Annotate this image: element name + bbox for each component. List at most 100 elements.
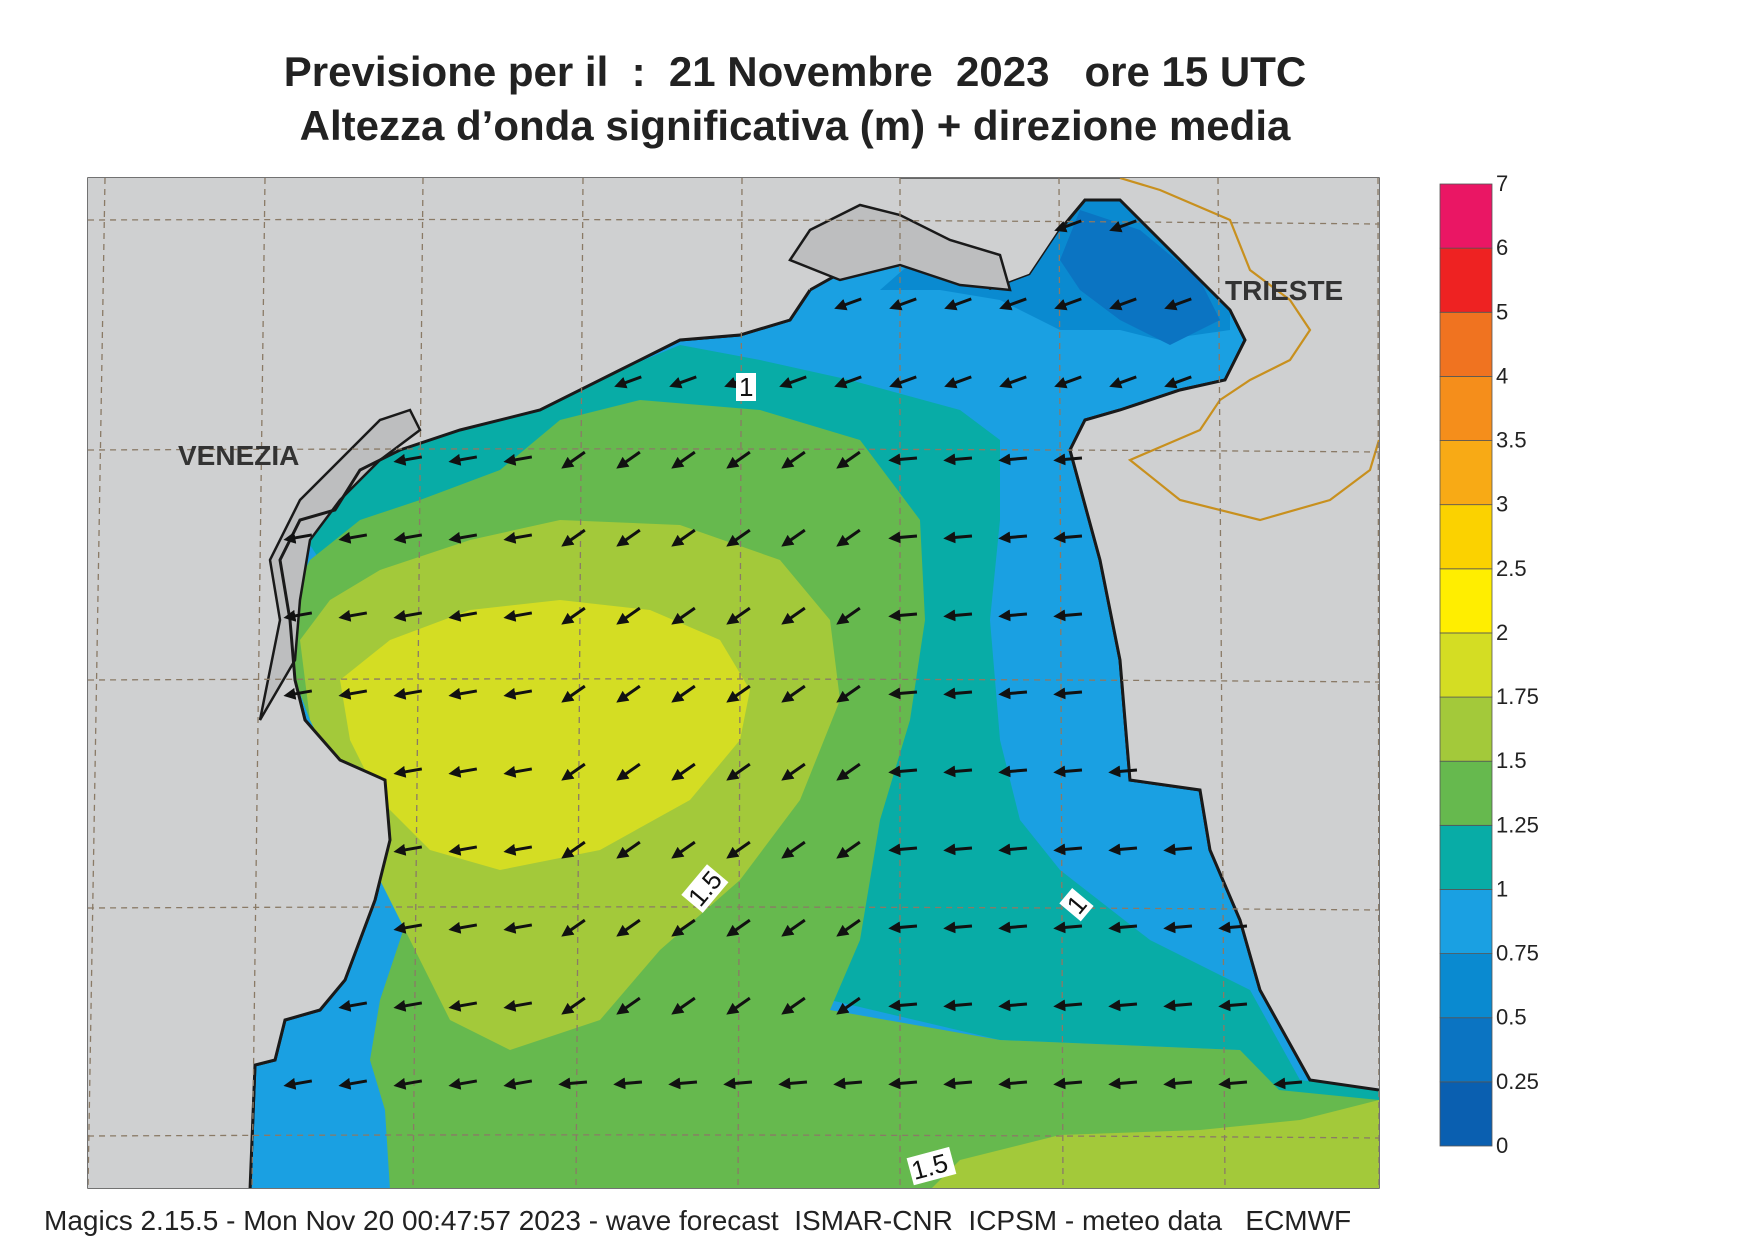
wave-direction-arrow <box>448 453 478 466</box>
wave-direction-arrow <box>943 1077 973 1090</box>
wave-direction-arrow <box>613 1077 643 1090</box>
wave-direction-arrow <box>671 450 696 469</box>
wave-direction-arrow <box>393 765 423 778</box>
wave-direction-arrow <box>671 996 696 1015</box>
colorbar-tick-label: 1.5 <box>1496 748 1527 773</box>
wave-direction-arrow <box>671 684 696 703</box>
colorbar-swatch <box>1439 953 1493 1019</box>
colorbar-tick-label: 1 <box>1496 876 1508 901</box>
wave-direction-arrow <box>561 684 586 703</box>
colorbar-swatch <box>1439 889 1493 955</box>
wave-direction-arrow <box>889 375 917 389</box>
wave-direction-arrow <box>1108 921 1138 934</box>
wave-direction-arrow <box>503 453 533 466</box>
colorbar-swatch <box>1439 824 1493 890</box>
wave-direction-arrow <box>781 996 806 1015</box>
wave-direction-arrow <box>561 918 586 937</box>
wave-direction-arrow <box>393 453 423 466</box>
colorbar-tick-label: 4 <box>1496 363 1508 388</box>
wave-direction-arrow <box>503 999 533 1012</box>
wave-direction-arrow <box>616 918 641 937</box>
wave-direction-arrow <box>1053 921 1083 934</box>
contour-label-1.5-south: 1.5 <box>906 1146 957 1186</box>
wave-direction-arrow <box>503 531 533 544</box>
land-lagoon-islands <box>258 408 422 721</box>
wave-direction-arrow <box>561 450 586 469</box>
wave-direction-arrow <box>726 762 751 781</box>
title-line-1: Previsione per il : 21 Novembre 2023 ore… <box>283 48 1307 95</box>
wave-direction-arrow <box>283 609 313 622</box>
wave-direction-arrow <box>726 840 751 859</box>
wave-direction-arrow <box>836 918 861 937</box>
direction-arrows <box>283 219 1303 1090</box>
band-1.5-south <box>932 1100 1379 1188</box>
wave-direction-arrow <box>888 843 918 856</box>
colorbar: 0 0.25 0.5 0.75 1 1.25 1.5 1.75 2 2.5 3 3.5 4 5 6 7 <box>1439 171 1539 1158</box>
wave-direction-arrow <box>1218 1077 1248 1090</box>
wave-direction-arrow <box>393 999 423 1012</box>
graticule <box>88 178 1379 1188</box>
wave-direction-arrow <box>393 609 423 622</box>
wave-direction-arrow <box>1109 297 1137 311</box>
title-line-2: Altezza d’onda significativa (m) + direz… <box>299 102 1291 149</box>
wave-direction-arrow <box>998 453 1028 466</box>
wave-direction-arrow <box>999 375 1027 389</box>
wave-direction-arrow <box>616 996 641 1015</box>
wave-direction-arrow <box>558 1077 588 1090</box>
city-label-trieste: TRIESTE <box>1225 275 1343 306</box>
wave-direction-arrow <box>503 843 533 856</box>
wave-direction-arrow <box>393 843 423 856</box>
wave-direction-arrow <box>726 528 751 547</box>
footer-credits: Magics 2.15.5 - Mon Nov 20 00:47:57 2023… <box>44 1205 1352 1236</box>
wave-direction-arrow <box>778 1077 808 1090</box>
wave-direction-arrow <box>726 996 751 1015</box>
colorbar-swatch <box>1439 504 1493 570</box>
wave-direction-arrow <box>944 297 972 311</box>
band-1.75 <box>340 600 750 870</box>
wave-direction-arrow <box>1053 843 1083 856</box>
wave-direction-arrow <box>998 531 1028 544</box>
wave-direction-arrow <box>616 762 641 781</box>
wave-direction-arrow <box>448 687 478 700</box>
wave-direction-arrow <box>561 762 586 781</box>
wave-direction-arrow <box>998 765 1028 778</box>
wave-direction-arrow <box>393 1077 423 1090</box>
wave-direction-arrow <box>503 765 533 778</box>
wave-direction-arrow <box>1108 765 1138 778</box>
wave-direction-arrow <box>943 999 973 1012</box>
wave-direction-arrow <box>1109 375 1137 389</box>
wave-direction-arrow <box>998 843 1028 856</box>
wave-direction-arrow <box>448 1077 478 1090</box>
wave-direction-arrow <box>836 606 861 625</box>
wave-direction-arrow <box>726 606 751 625</box>
wave-direction-arrow <box>1054 219 1082 233</box>
wave-direction-arrow <box>1054 375 1082 389</box>
wave-direction-arrow <box>671 918 696 937</box>
colorbar-tick-label: 1.75 <box>1496 684 1539 709</box>
wave-direction-arrow <box>671 840 696 859</box>
wave-direction-arrow <box>561 996 586 1015</box>
wave-direction-arrow <box>1218 999 1248 1012</box>
wave-direction-arrow <box>834 297 862 311</box>
wave-direction-arrow <box>998 687 1028 700</box>
wave-direction-arrow <box>1108 999 1138 1012</box>
wave-direction-arrow <box>836 684 861 703</box>
colorbar-swatch <box>1439 375 1493 441</box>
band-1 <box>300 345 1379 1150</box>
border-line <box>1119 178 1379 522</box>
wave-direction-arrow <box>1108 1077 1138 1090</box>
colorbar-tick-label: 6 <box>1496 235 1508 260</box>
wave-direction-arrow <box>1163 999 1193 1012</box>
wave-direction-arrow <box>888 609 918 622</box>
wave-direction-arrow <box>448 843 478 856</box>
wave-direction-arrow <box>393 687 423 700</box>
wave-direction-arrow <box>669 375 697 389</box>
wave-direction-arrow <box>338 609 368 622</box>
wave-direction-arrow <box>1273 1077 1303 1090</box>
wave-direction-arrow <box>888 921 918 934</box>
wave-direction-arrow <box>448 531 478 544</box>
wave-direction-arrow <box>1053 609 1083 622</box>
wave-direction-arrow <box>836 528 861 547</box>
colorbar-swatch <box>1439 247 1493 313</box>
wave-direction-arrow <box>836 996 861 1015</box>
